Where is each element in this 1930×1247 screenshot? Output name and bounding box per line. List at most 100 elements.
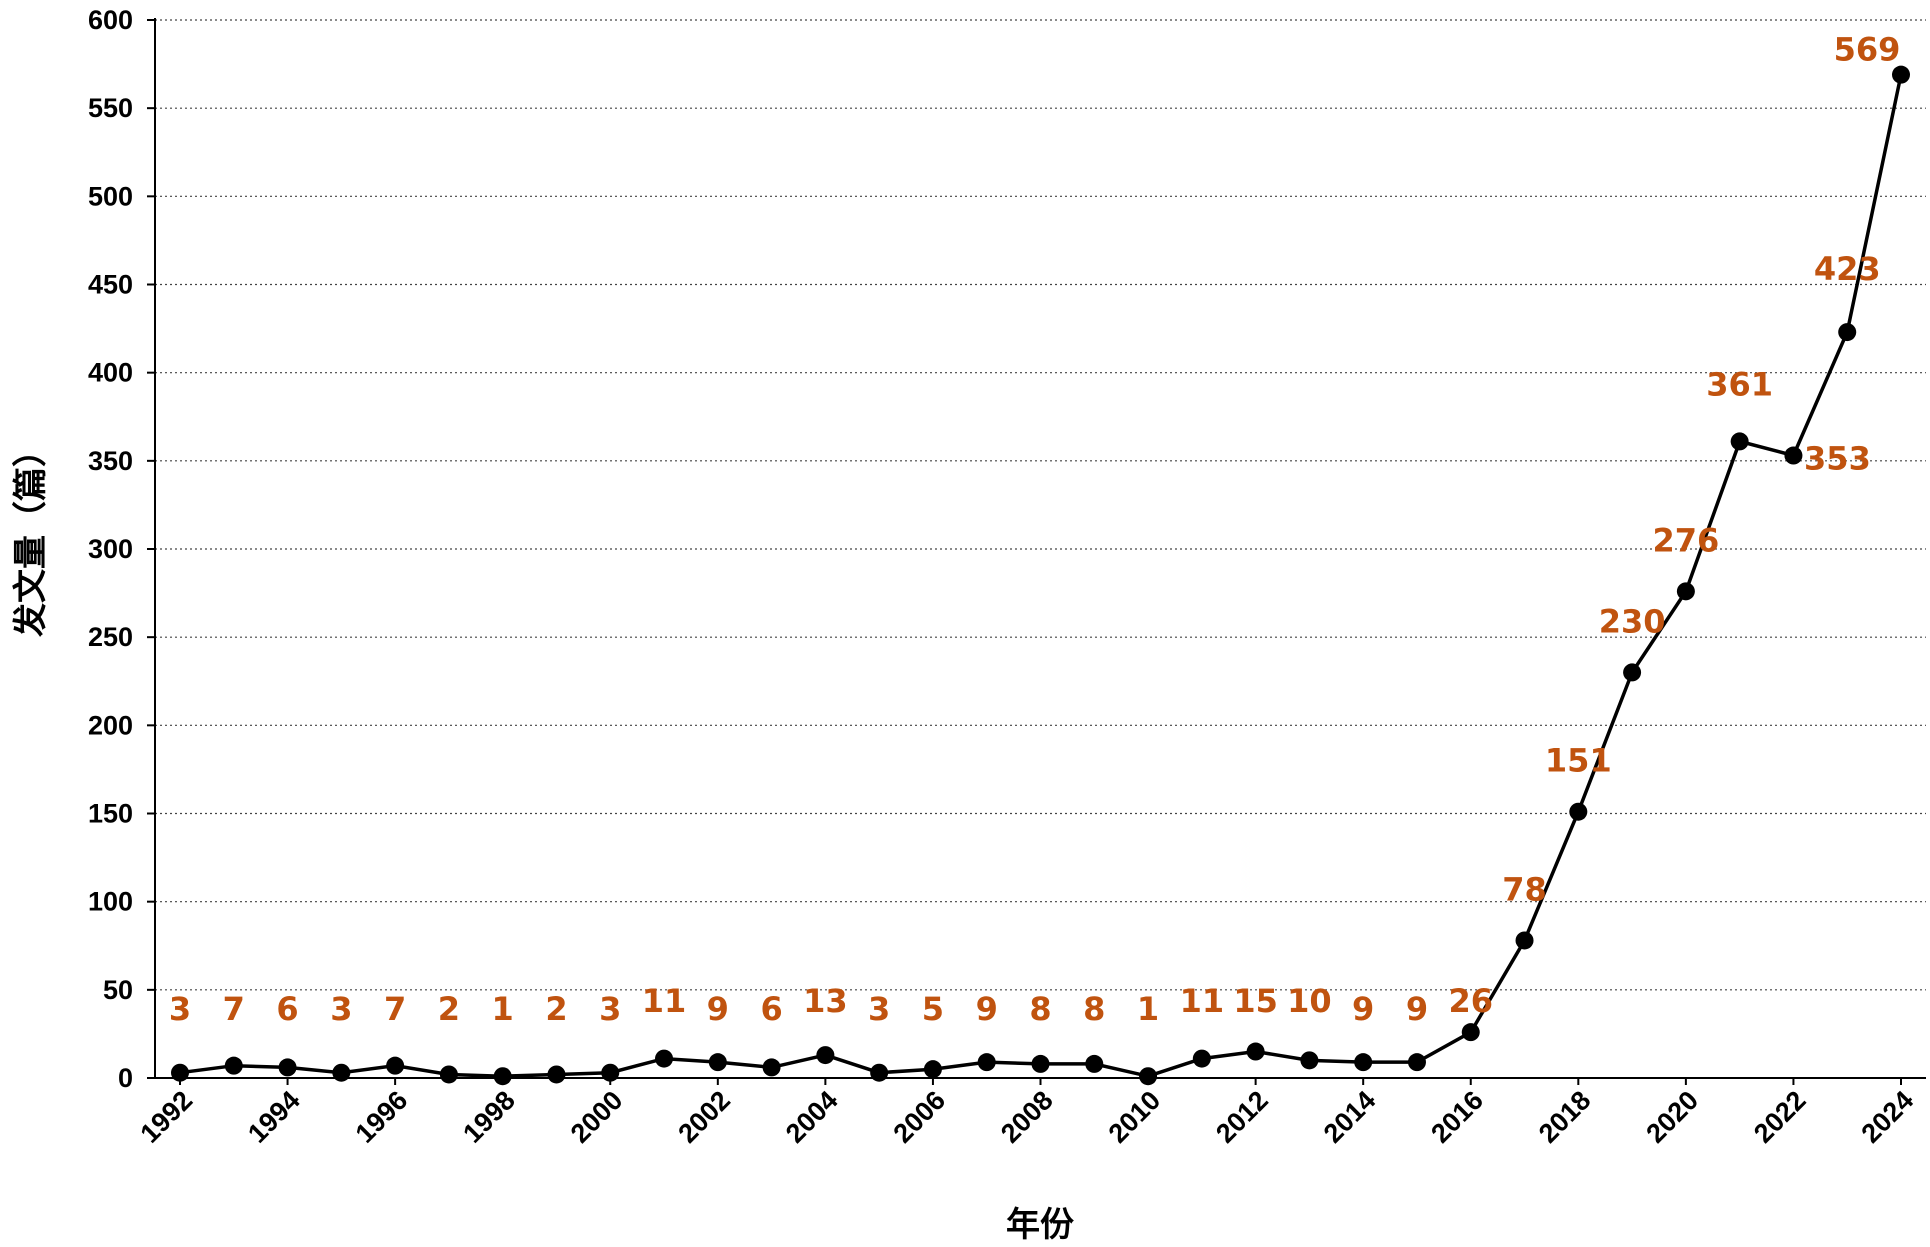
data-label: 423 bbox=[1814, 250, 1881, 288]
data-label: 2 bbox=[438, 990, 460, 1028]
data-point bbox=[386, 1056, 405, 1075]
x-axis-title: 年份 bbox=[1006, 1205, 1074, 1245]
x-tick-label: 2016 bbox=[1425, 1085, 1489, 1149]
x-tick-label: 2022 bbox=[1748, 1085, 1812, 1149]
data-point bbox=[332, 1063, 351, 1082]
data-label: 3 bbox=[599, 990, 621, 1028]
data-label: 9 bbox=[707, 990, 729, 1028]
data-point bbox=[1139, 1067, 1158, 1086]
y-tick-label: 600 bbox=[88, 5, 133, 35]
data-labels: 3 7 6 3 7 2 1 2 3 11 9 6 13 3 5 9 8 8 1 11 15 10 9 9 26781512302… bbox=[169, 31, 1901, 1028]
x-tick-label: 2020 bbox=[1640, 1085, 1704, 1149]
data-point bbox=[547, 1065, 566, 1084]
x-tick-label: 1994 bbox=[242, 1085, 306, 1149]
data-point bbox=[1085, 1054, 1104, 1073]
data-point bbox=[1031, 1054, 1050, 1073]
data-point bbox=[1354, 1053, 1373, 1072]
data-point bbox=[1246, 1042, 1265, 1061]
y-tick-label: 200 bbox=[88, 710, 133, 740]
data-label: 569 bbox=[1834, 31, 1901, 69]
x-tick-label: 2008 bbox=[995, 1085, 1059, 1149]
x-tick-label: 1992 bbox=[135, 1085, 199, 1149]
y-tick-label: 550 bbox=[88, 93, 133, 123]
data-label: 8 bbox=[1083, 990, 1105, 1028]
data-point bbox=[1569, 802, 1588, 821]
y-axis-title: 发文量（篇） bbox=[11, 433, 51, 637]
x-tick-label: 1996 bbox=[350, 1085, 414, 1149]
data-label: 13 bbox=[803, 982, 848, 1020]
x-tick-label: 1998 bbox=[457, 1085, 521, 1149]
data-label: 10 bbox=[1287, 982, 1332, 1020]
x-tick-label: 2010 bbox=[1103, 1085, 1167, 1149]
data-point bbox=[601, 1063, 620, 1082]
data-point bbox=[762, 1058, 781, 1077]
y-tick-label: 400 bbox=[88, 358, 133, 388]
x-tick-label: 2000 bbox=[565, 1085, 629, 1149]
y-tick-label: 50 bbox=[103, 975, 133, 1005]
data-point bbox=[1515, 931, 1534, 950]
data-point bbox=[1676, 582, 1695, 601]
data-point bbox=[493, 1067, 512, 1086]
data-point bbox=[439, 1065, 458, 1084]
x-tick-label: 2018 bbox=[1533, 1085, 1597, 1149]
data-point bbox=[1461, 1023, 1480, 1042]
data-label: 353 bbox=[1804, 440, 1871, 478]
data-label: 230 bbox=[1599, 602, 1666, 640]
data-label: 3 bbox=[169, 990, 191, 1028]
data-label: 6 bbox=[276, 990, 298, 1028]
data-point bbox=[1407, 1053, 1426, 1072]
data-point bbox=[655, 1049, 674, 1068]
data-label: 15 bbox=[1233, 982, 1278, 1020]
y-tick-label: 0 bbox=[118, 1063, 133, 1093]
data-point bbox=[923, 1060, 942, 1079]
data-label: 1 bbox=[1137, 990, 1159, 1028]
data-point bbox=[278, 1058, 297, 1077]
y-tick-label: 300 bbox=[88, 534, 133, 564]
data-label: 78 bbox=[1502, 870, 1547, 908]
data-point bbox=[708, 1053, 727, 1072]
y-tick-label: 250 bbox=[88, 622, 133, 652]
data-label: 3 bbox=[868, 990, 890, 1028]
data-point bbox=[224, 1056, 243, 1075]
data-label: 2 bbox=[545, 990, 567, 1028]
y-tick-labels: 0 50 100 150 200 250 300 350 400 450 500 550 600 bbox=[88, 5, 133, 1093]
data-label: 9 bbox=[1406, 990, 1428, 1028]
y-tick-label: 500 bbox=[88, 181, 133, 211]
data-label: 6 bbox=[760, 990, 782, 1028]
data-point bbox=[870, 1063, 889, 1082]
x-tick-label: 2012 bbox=[1210, 1085, 1274, 1149]
x-tick-label: 2014 bbox=[1318, 1085, 1382, 1149]
data-label: 8 bbox=[1029, 990, 1051, 1028]
data-point bbox=[1730, 432, 1749, 451]
data-point bbox=[1892, 65, 1910, 84]
data-label: 276 bbox=[1652, 521, 1719, 559]
y-tick-label: 150 bbox=[88, 799, 133, 829]
data-point bbox=[1838, 323, 1857, 342]
data-point bbox=[977, 1053, 996, 1072]
x-tick-label: 2002 bbox=[672, 1085, 736, 1149]
x-tick-label: 2004 bbox=[780, 1085, 844, 1149]
data-label: 9 bbox=[1352, 990, 1374, 1028]
data-label: 5 bbox=[922, 990, 944, 1028]
data-point bbox=[1300, 1051, 1319, 1070]
data-point bbox=[1192, 1049, 1211, 1068]
data-point bbox=[816, 1046, 835, 1065]
data-label: 151 bbox=[1545, 742, 1612, 780]
x-tick-label: 2006 bbox=[887, 1085, 951, 1149]
x-tick-labels: 1992 1994 1996 1998 2000 2002 2004 2006 2008 2010… bbox=[135, 1085, 1920, 1149]
grid-lines bbox=[155, 19, 1926, 991]
data-label: 9 bbox=[976, 990, 998, 1028]
x-tick-label: 2024 bbox=[1856, 1085, 1920, 1149]
data-point bbox=[1784, 446, 1803, 465]
data-label: 11 bbox=[1180, 982, 1225, 1020]
series bbox=[171, 65, 1910, 1086]
data-label: 361 bbox=[1706, 365, 1773, 403]
data-label: 7 bbox=[223, 990, 245, 1028]
data-label: 7 bbox=[384, 990, 406, 1028]
y-tick-label: 450 bbox=[88, 270, 133, 300]
series-line bbox=[179, 74, 1903, 1079]
y-tick-label: 100 bbox=[88, 887, 133, 917]
data-label: 26 bbox=[1448, 982, 1493, 1020]
data-label: 1 bbox=[492, 990, 514, 1028]
data-point bbox=[171, 1063, 189, 1082]
